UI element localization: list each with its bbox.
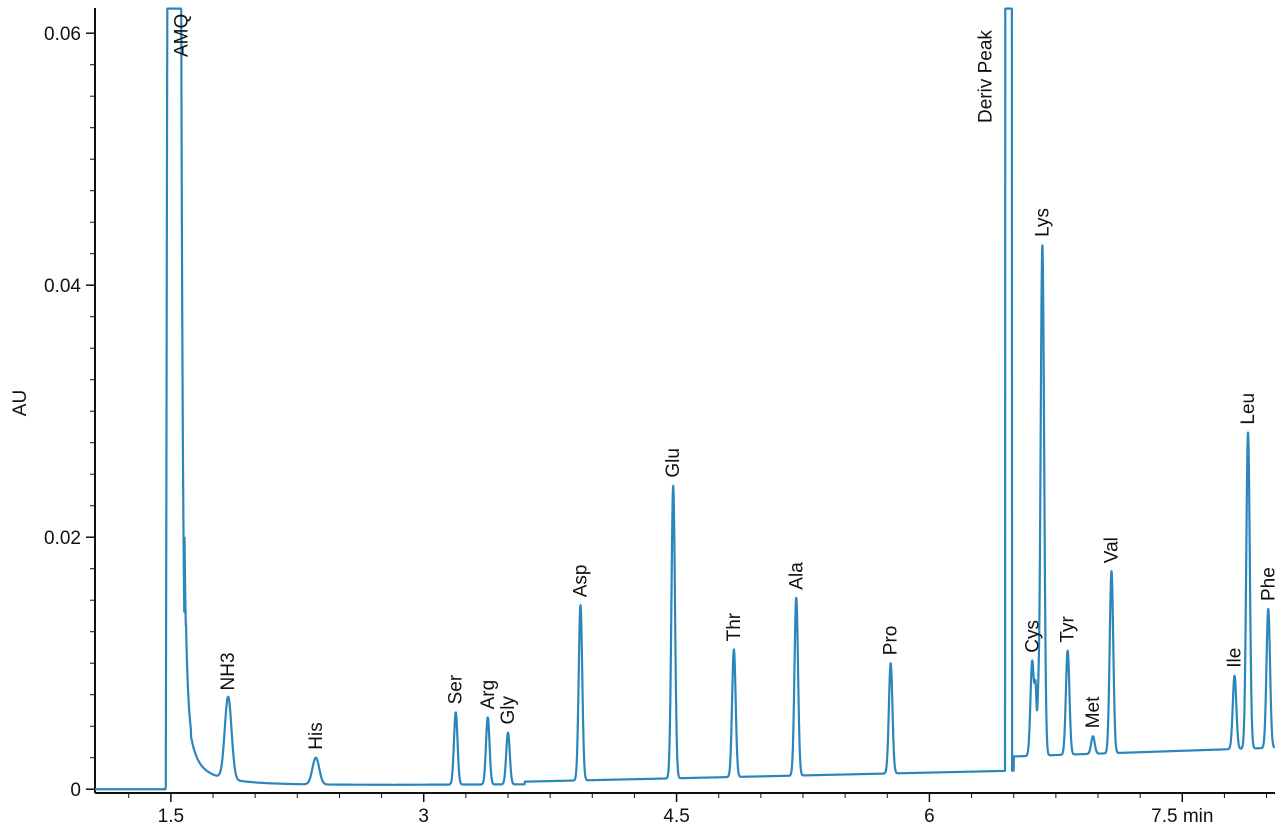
trace-layer: [94, 7, 1276, 791]
peak-label: Ile: [1225, 648, 1246, 668]
peak-label: AMQ: [171, 14, 192, 57]
y-tick-label: 0.06: [44, 24, 81, 45]
peak-label: Cys: [1022, 620, 1043, 653]
peak-label: Pro: [881, 626, 902, 656]
y-tick-label: 0: [70, 780, 81, 801]
axes: 1.5 3 4.5 6 7.5 min 0 0.02 0.04 0.06: [44, 8, 1275, 827]
x-tick-label: 6: [924, 806, 935, 827]
peak-label: Thr: [724, 612, 745, 641]
x-tick-label: 7.5 min: [1151, 806, 1213, 827]
peak-label: Tyr: [1058, 616, 1079, 643]
peak-label: Glu: [663, 448, 684, 478]
peak-label: Val: [1102, 537, 1123, 563]
x-tick-label: 3: [418, 806, 429, 827]
peak-label: Ala: [786, 562, 807, 590]
peak-label: His: [306, 722, 327, 749]
peak-label: Asp: [571, 565, 592, 598]
chromatogram-trace: [94, 7, 1276, 791]
peak-label: Ser: [446, 674, 467, 704]
y-tick-label: 0.02: [44, 528, 81, 549]
peak-label: Deriv Peak: [976, 30, 997, 123]
peak-label: Lys: [1032, 208, 1053, 237]
y-axis-title: AU: [10, 390, 31, 416]
x-tick-label: 4.5: [663, 806, 689, 827]
x-tick-label: 1.5: [158, 806, 184, 827]
peak-label: Arg: [478, 680, 499, 710]
peak-label: Gly: [498, 696, 519, 725]
peak-label: NH3: [218, 652, 239, 690]
peak-label: Phe: [1258, 567, 1279, 601]
peak-label: Met: [1083, 696, 1104, 728]
y-tick-label: 0.04: [44, 276, 81, 297]
peak-label: Leu: [1238, 393, 1259, 425]
